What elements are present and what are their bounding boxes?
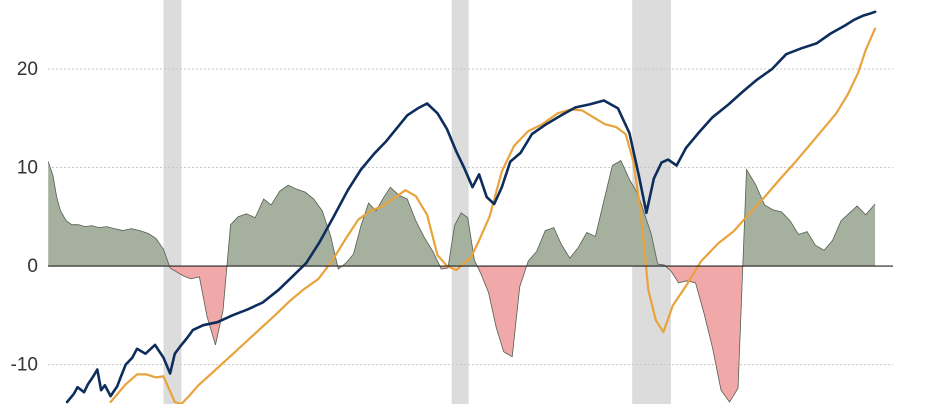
spread-area	[47, 160, 876, 403]
area-outline	[47, 160, 876, 403]
recession-band-1	[163, 0, 182, 404]
y-tick-label: 10	[17, 158, 38, 179]
recession-band-2	[451, 0, 469, 404]
y-tick-label: -10	[11, 355, 38, 376]
area-negative	[48, 266, 876, 403]
y-tick-label: 0	[27, 256, 38, 277]
y-axis-labels: 20 10 0 -10	[11, 59, 38, 376]
series-line-orange	[109, 27, 877, 404]
gridlines	[48, 68, 893, 366]
y-tick-label: 20	[17, 59, 38, 80]
recession-bands	[163, 0, 671, 404]
series-lines	[65, 10, 877, 404]
series-line-blue	[65, 10, 877, 404]
